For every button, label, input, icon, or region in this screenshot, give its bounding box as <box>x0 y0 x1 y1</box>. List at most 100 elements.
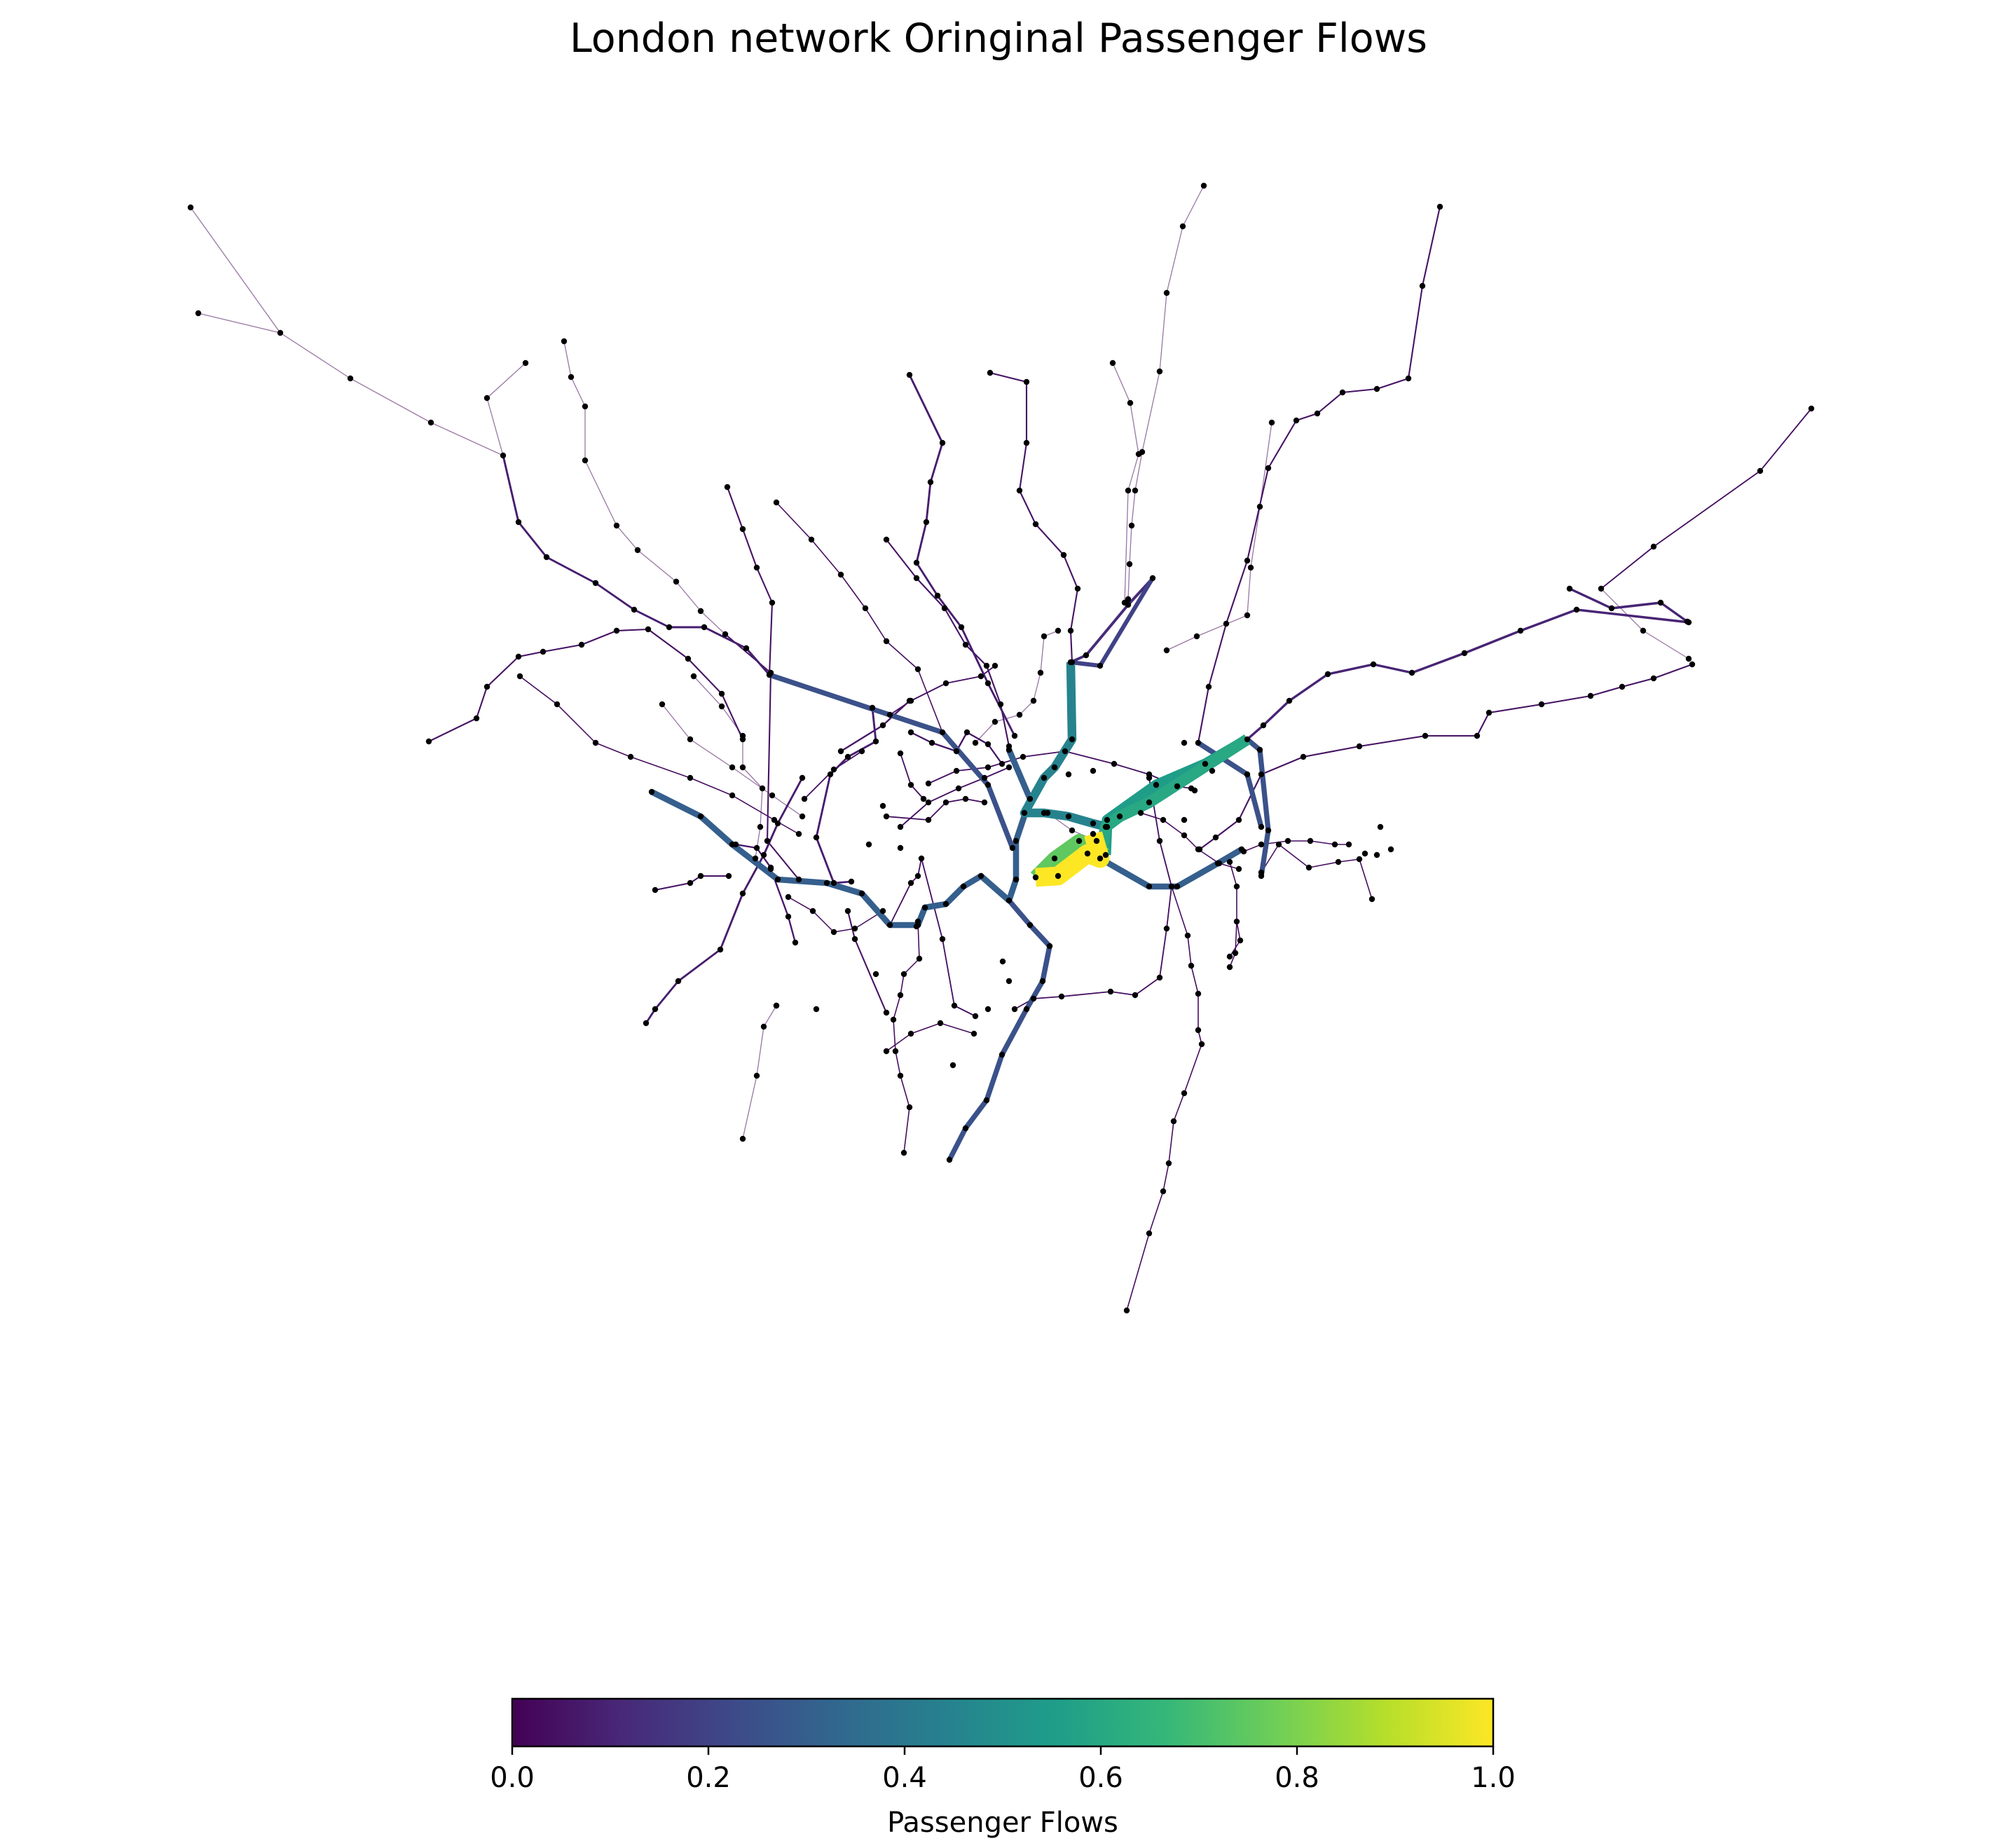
station-node <box>1027 922 1034 929</box>
station-node <box>697 608 704 615</box>
station-node <box>972 1013 979 1020</box>
colorbar-label: Passenger Flows <box>887 1807 1118 1839</box>
station-node <box>907 781 914 788</box>
station-node <box>1013 837 1020 844</box>
station-node <box>1013 876 1020 883</box>
station-node <box>981 799 988 806</box>
station-node <box>697 813 704 820</box>
station-node <box>963 729 970 736</box>
station-node <box>1009 844 1016 851</box>
station-node <box>984 1006 991 1013</box>
station-node <box>1097 855 1104 862</box>
station-node <box>1163 925 1170 932</box>
station-node <box>1067 627 1074 634</box>
station-node <box>1244 736 1251 743</box>
station-node <box>725 872 732 879</box>
station-node <box>1324 671 1331 678</box>
station-node <box>958 624 965 631</box>
station-node <box>500 452 507 459</box>
station-node <box>1030 697 1037 704</box>
station-node <box>1168 883 1175 890</box>
station-node <box>483 683 490 690</box>
station-node <box>897 750 904 757</box>
station-node <box>998 760 1006 767</box>
network-edge-6 <box>1166 422 1272 651</box>
station-node <box>1023 378 1030 385</box>
station-node <box>1461 650 1468 657</box>
station-node <box>886 922 893 929</box>
station-node <box>972 739 979 746</box>
station-node <box>1377 823 1384 830</box>
station-node <box>939 729 946 736</box>
station-node <box>1244 612 1251 619</box>
station-node <box>1037 669 1044 676</box>
station-node <box>1126 561 1133 568</box>
station-node <box>1573 606 1580 613</box>
station-node <box>858 748 865 755</box>
station-node <box>1195 739 1202 746</box>
station-node <box>652 887 659 894</box>
station-node <box>997 701 1004 708</box>
station-node <box>685 655 692 662</box>
station-node <box>543 554 550 561</box>
station-node <box>1184 932 1191 939</box>
station-node <box>1060 552 1067 559</box>
station-node <box>984 680 991 687</box>
station-node <box>1146 774 1153 781</box>
station-node <box>1156 368 1163 375</box>
station-node <box>1419 282 1426 289</box>
station-node <box>951 1002 958 1009</box>
station-node <box>1041 774 1048 781</box>
station-node <box>1305 864 1312 871</box>
station-node <box>865 841 872 848</box>
station-node <box>1111 760 1118 767</box>
station-node <box>771 816 778 823</box>
station-node <box>1065 813 1072 820</box>
network-edge-42 <box>1199 664 1693 850</box>
station-node <box>1107 988 1114 995</box>
station-node <box>722 631 729 638</box>
station-node <box>1125 487 1132 494</box>
station-node <box>483 395 490 402</box>
station-node <box>869 704 876 711</box>
station-node <box>1436 203 1443 210</box>
station-node <box>1020 753 1027 760</box>
station-node <box>937 1020 944 1027</box>
network-edge-54 <box>1569 587 1688 623</box>
station-node <box>984 741 991 748</box>
station-node <box>690 673 697 680</box>
station-node <box>960 883 967 890</box>
station-node <box>1275 841 1282 848</box>
station-node <box>970 1030 977 1037</box>
station-node <box>277 329 284 336</box>
station-node <box>1123 1307 1130 1314</box>
station-node <box>1284 837 1291 844</box>
station-node <box>925 780 932 787</box>
station-node <box>743 645 750 652</box>
station-node <box>1146 1230 1153 1237</box>
station-node <box>1163 289 1170 296</box>
station-node <box>1067 659 1074 666</box>
station-node <box>879 908 886 915</box>
colorbar-tick-label: 0.4 <box>882 1762 927 1794</box>
station-node <box>1361 850 1368 857</box>
station-node <box>1188 962 1195 969</box>
station-node <box>955 785 962 792</box>
station-node <box>942 680 949 687</box>
station-node <box>920 795 927 802</box>
station-node <box>1368 896 1375 903</box>
station-node <box>984 781 991 788</box>
station-node <box>900 971 907 978</box>
station-node <box>939 439 946 446</box>
station-node <box>673 578 680 585</box>
station-node <box>732 841 739 848</box>
station-node <box>1181 1090 1188 1097</box>
station-node <box>1163 647 1170 654</box>
station-node <box>1128 522 1135 529</box>
station-node <box>1093 837 1100 844</box>
station-node <box>631 606 638 613</box>
station-node <box>906 1104 913 1111</box>
station-node <box>1657 599 1664 606</box>
station-node <box>515 653 522 660</box>
network-edge-41 <box>1197 206 1441 744</box>
